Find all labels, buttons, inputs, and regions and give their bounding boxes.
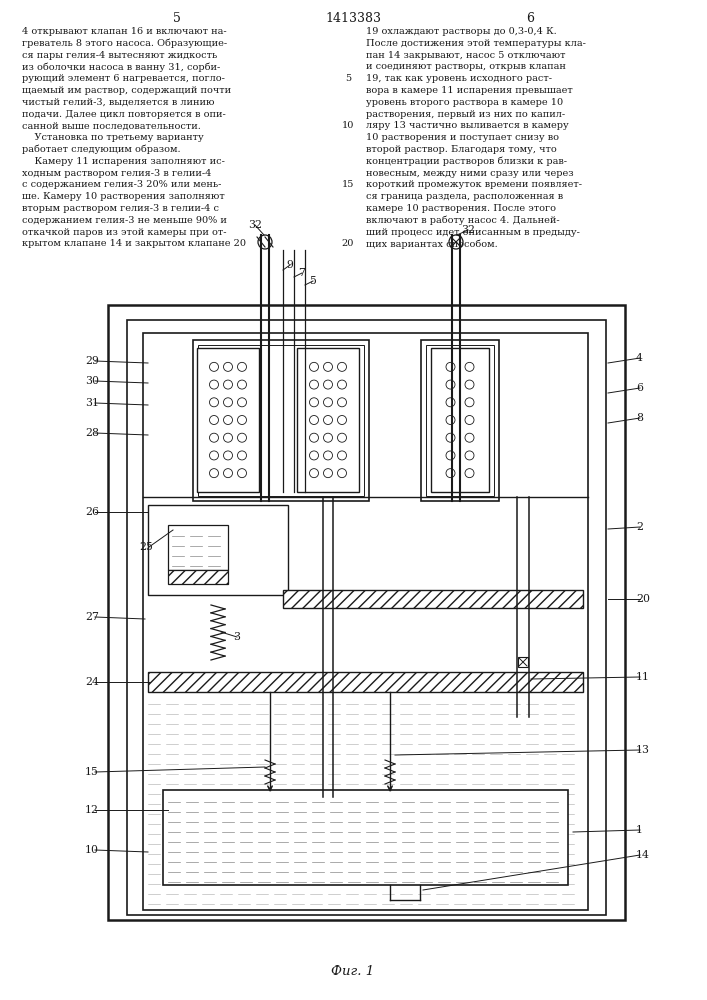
Text: ся пары гелия-4 вытесняют жидкость: ся пары гелия-4 вытесняют жидкость bbox=[22, 51, 217, 60]
Text: рующий элемент 6 нагревается, погло-: рующий элемент 6 нагревается, погло- bbox=[22, 74, 225, 83]
Text: 29: 29 bbox=[85, 356, 99, 366]
Text: 5: 5 bbox=[310, 276, 317, 286]
Text: ся граница раздела, расположенная в: ся граница раздела, расположенная в bbox=[366, 192, 563, 201]
Text: второй раствор. Благодаря тому, что: второй раствор. Благодаря тому, что bbox=[366, 145, 556, 154]
Bar bbox=[421, 340, 499, 501]
Bar bbox=[197, 348, 259, 492]
Text: 24: 24 bbox=[85, 677, 99, 687]
Text: 4 открывают клапан 16 и включают на-: 4 открывают клапан 16 и включают на- bbox=[22, 27, 227, 36]
Text: 31: 31 bbox=[85, 398, 99, 408]
Bar bbox=[431, 348, 489, 492]
Bar bbox=[518, 657, 528, 667]
Text: 10: 10 bbox=[85, 845, 99, 855]
Text: 28: 28 bbox=[85, 428, 99, 438]
Text: работает следующим образом.: работает следующим образом. bbox=[22, 145, 180, 154]
Bar bbox=[143, 333, 588, 910]
Bar bbox=[283, 590, 583, 608]
Text: чистый гелий-3, выделяется в линию: чистый гелий-3, выделяется в линию bbox=[22, 98, 214, 107]
Text: 32: 32 bbox=[248, 220, 262, 230]
Text: короткий промежуток времени появляет-: короткий промежуток времени появляет- bbox=[366, 180, 582, 189]
Text: 5: 5 bbox=[345, 74, 351, 83]
Text: вора в камере 11 испарения превышает: вора в камере 11 испарения превышает bbox=[366, 86, 573, 95]
Text: новесным, между ними сразу или через: новесным, между ними сразу или через bbox=[366, 169, 573, 178]
Text: 6: 6 bbox=[636, 383, 643, 393]
Text: Фиг. 1: Фиг. 1 bbox=[332, 965, 375, 978]
Text: уровень второго раствора в камере 10: уровень второго раствора в камере 10 bbox=[366, 98, 563, 107]
Bar bbox=[168, 525, 228, 570]
Bar bbox=[297, 348, 359, 492]
Text: 5: 5 bbox=[173, 12, 181, 25]
Text: крытом клапане 14 и закрытом клапане 20: крытом клапане 14 и закрытом клапане 20 bbox=[22, 239, 246, 248]
Text: греватель 8 этого насоса. Образующие-: греватель 8 этого насоса. Образующие- bbox=[22, 39, 227, 48]
Bar bbox=[148, 672, 583, 692]
Text: подачи. Далее цикл повторяется в опи-: подачи. Далее цикл повторяется в опи- bbox=[22, 110, 226, 119]
Text: концентрации растворов близки к рав-: концентрации растворов близки к рав- bbox=[366, 157, 567, 166]
Text: 3: 3 bbox=[233, 632, 240, 642]
Text: 15: 15 bbox=[341, 180, 354, 189]
Text: 26: 26 bbox=[85, 507, 99, 517]
Text: ходным раствором гелия-3 в гелии-4: ходным раствором гелия-3 в гелии-4 bbox=[22, 169, 211, 178]
Text: 20: 20 bbox=[636, 594, 650, 604]
Text: содержанием гелия-3 не меньше 90% и: содержанием гелия-3 не меньше 90% и bbox=[22, 216, 227, 225]
Text: камере 10 растворения. После этого: камере 10 растворения. После этого bbox=[366, 204, 556, 213]
Text: откачкой паров из этой камеры при от-: откачкой паров из этой камеры при от- bbox=[22, 228, 226, 237]
Text: 32: 32 bbox=[461, 225, 475, 235]
Text: санной выше последовательности.: санной выше последовательности. bbox=[22, 121, 201, 130]
Text: 14: 14 bbox=[636, 850, 650, 860]
Text: включают в работу насос 4. Дальней-: включают в работу насос 4. Дальней- bbox=[366, 216, 560, 225]
Text: щаемый им раствор, содержащий почти: щаемый им раствор, содержащий почти bbox=[22, 86, 231, 95]
Text: 20: 20 bbox=[341, 239, 354, 248]
Text: 9: 9 bbox=[286, 260, 293, 270]
Text: 25: 25 bbox=[139, 542, 153, 552]
Text: 19, так как уровень исходного раст-: 19, так как уровень исходного раст- bbox=[366, 74, 552, 83]
Text: 7: 7 bbox=[298, 268, 305, 278]
Text: ляру 13 частично выливается в камеру: ляру 13 частично выливается в камеру bbox=[366, 121, 568, 130]
Text: 19 охлаждают растворы до 0,3-0,4 К.: 19 охлаждают растворы до 0,3-0,4 К. bbox=[366, 27, 556, 36]
Text: 1413383: 1413383 bbox=[325, 12, 381, 25]
Bar bbox=[163, 790, 568, 885]
Text: После достижения этой температуры кла-: После достижения этой температуры кла- bbox=[366, 39, 586, 48]
Text: 12: 12 bbox=[85, 805, 99, 815]
Text: 10: 10 bbox=[341, 121, 354, 130]
Bar bbox=[168, 570, 228, 584]
Text: 11: 11 bbox=[636, 672, 650, 682]
Text: 2: 2 bbox=[636, 522, 643, 532]
Text: ший процесс идет описанным в предыду-: ший процесс идет описанным в предыду- bbox=[366, 228, 580, 237]
Text: 30: 30 bbox=[85, 376, 99, 386]
Bar bbox=[108, 305, 625, 920]
Text: 10 растворения и поступает снизу во: 10 растворения и поступает снизу во bbox=[366, 133, 559, 142]
Text: Камеру 11 испарения заполняют ис-: Камеру 11 испарения заполняют ис- bbox=[22, 157, 225, 166]
Text: 6: 6 bbox=[526, 12, 534, 25]
Text: 13: 13 bbox=[636, 745, 650, 755]
Text: и соединяют растворы, открыв клапан: и соединяют растворы, открыв клапан bbox=[366, 62, 566, 71]
Bar bbox=[127, 320, 606, 915]
Text: 1: 1 bbox=[636, 825, 643, 835]
Text: вторым раствором гелия-3 в гелии-4 с: вторым раствором гелия-3 в гелии-4 с bbox=[22, 204, 219, 213]
Text: пан 14 закрывают, насос 5 отключают: пан 14 закрывают, насос 5 отключают bbox=[366, 51, 566, 60]
Bar bbox=[193, 340, 369, 501]
Text: 15: 15 bbox=[85, 767, 99, 777]
Bar bbox=[426, 345, 494, 496]
Text: 4: 4 bbox=[636, 353, 643, 363]
Text: ше. Камеру 10 растворения заполняют: ше. Камеру 10 растворения заполняют bbox=[22, 192, 225, 201]
Text: из оболочки насоса в ванну 31, сорби-: из оболочки насоса в ванну 31, сорби- bbox=[22, 62, 221, 72]
Text: Установка по третьему варианту: Установка по третьему варианту bbox=[22, 133, 204, 142]
Text: щих вариантах способом.: щих вариантах способом. bbox=[366, 239, 498, 249]
Bar bbox=[148, 505, 288, 595]
Text: растворения, первый из них по капил-: растворения, первый из них по капил- bbox=[366, 110, 565, 119]
Text: 8: 8 bbox=[636, 413, 643, 423]
Text: с содержанием гелия-3 20% или мень-: с содержанием гелия-3 20% или мень- bbox=[22, 180, 221, 189]
Bar bbox=[198, 345, 364, 496]
Text: 27: 27 bbox=[85, 612, 99, 622]
